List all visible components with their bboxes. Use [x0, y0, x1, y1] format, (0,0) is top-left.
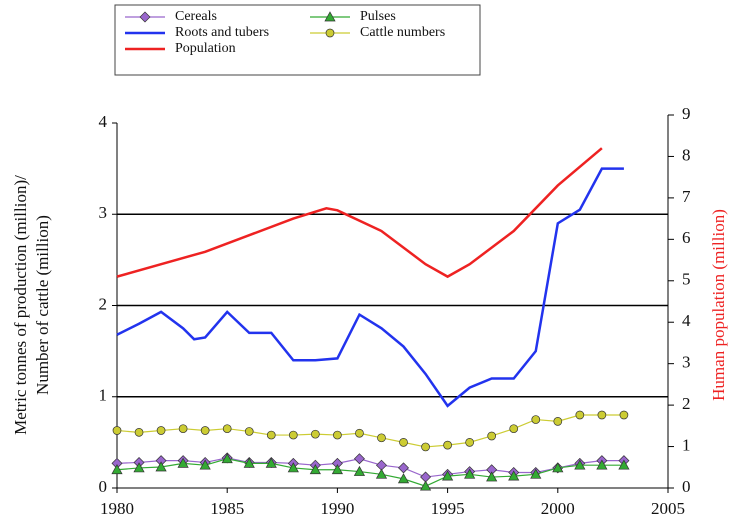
legend-label: Pulses: [360, 9, 396, 24]
point: [266, 430, 276, 440]
y2-tick-label: 0: [682, 477, 691, 496]
y2-tick-label: 9: [682, 104, 691, 123]
y2-tick-label: 2: [682, 394, 691, 413]
series-line: [116, 457, 624, 478]
point: [465, 438, 474, 447]
point: [442, 470, 454, 481]
legend-symbol: [325, 28, 335, 38]
point: [265, 457, 277, 468]
point: [111, 464, 123, 475]
point: [353, 453, 365, 465]
legend-symbol: [139, 11, 151, 23]
y2-tick-label: 4: [682, 311, 691, 330]
point: [243, 457, 255, 468]
x-tick-label: 1980: [100, 499, 134, 518]
x-tick-label: 2000: [541, 499, 575, 518]
y-axis-label: Metric tonnes of production (million)/: [11, 175, 30, 435]
point: [134, 427, 144, 437]
legend-marker: [325, 28, 335, 38]
point: [397, 473, 410, 484]
legend-marker: [139, 11, 151, 23]
point: [574, 459, 586, 470]
y-tick-label: 4: [99, 112, 108, 131]
y-tick-label: 3: [99, 203, 108, 222]
point: [398, 462, 410, 474]
point: [486, 471, 498, 482]
y2-tick-label: 1: [682, 435, 691, 454]
point: [222, 424, 232, 434]
point: [331, 464, 343, 475]
y2-tick-label: 5: [682, 270, 691, 289]
point: [443, 440, 452, 450]
point: [353, 465, 366, 476]
y2-tick-label: 6: [682, 228, 691, 247]
point: [618, 459, 630, 470]
point: [177, 457, 189, 468]
point: [112, 426, 122, 435]
y2-axis-label: Human population (million): [709, 209, 728, 401]
x-tick-label: 1990: [320, 499, 354, 518]
point: [355, 428, 364, 438]
point: [596, 459, 608, 470]
point: [155, 461, 167, 472]
point: [311, 429, 320, 439]
point: [200, 426, 210, 435]
point: [399, 438, 408, 447]
y-tick-label: 0: [99, 477, 108, 496]
point: [287, 462, 299, 473]
point: [288, 430, 298, 440]
point: [156, 426, 166, 435]
x-tick-label: 2005: [651, 499, 685, 518]
series-line: [116, 167, 624, 408]
point: [375, 468, 388, 479]
legend: Cereals Pulses Roots and tubers Cattle numb…: [125, 9, 445, 56]
y2-tick-label: 7: [682, 187, 691, 206]
x-tick-label: 1995: [431, 499, 465, 518]
point: [133, 462, 145, 473]
y-tick-label: 1: [99, 386, 108, 405]
point: [221, 453, 233, 464]
point: [464, 468, 476, 479]
point: [531, 415, 541, 424]
legend-label: Cattle numbers: [360, 25, 445, 40]
point: [597, 410, 607, 420]
point: [333, 430, 342, 440]
series-line: [116, 414, 624, 448]
point: [199, 459, 211, 470]
point: [421, 442, 430, 452]
legend-label: Cereals: [175, 9, 217, 24]
point: [487, 431, 497, 441]
legend-symbol: [324, 11, 336, 22]
y2-tick-label: 3: [682, 353, 691, 372]
point: [244, 427, 254, 436]
y-axis-label: Number of cattle (million): [33, 215, 52, 395]
y2-tick-label: 8: [682, 145, 691, 164]
series-line: [116, 458, 624, 487]
point: [552, 462, 564, 473]
point: [377, 433, 386, 443]
point: [309, 464, 321, 475]
point: [575, 410, 585, 420]
x-tick-label: 1985: [210, 499, 244, 518]
y-tick-label: 2: [99, 294, 108, 313]
series-line: [116, 147, 603, 279]
point: [530, 468, 542, 479]
legend-marker: [324, 11, 336, 22]
point: [178, 424, 188, 434]
point: [419, 480, 432, 491]
legend-box: [114, 4, 481, 76]
point: [508, 470, 520, 481]
point: [619, 410, 629, 420]
legend-label: Roots and tubers: [175, 25, 269, 40]
point: [553, 417, 563, 426]
point: [509, 424, 519, 434]
legend-label: Population: [175, 41, 236, 56]
